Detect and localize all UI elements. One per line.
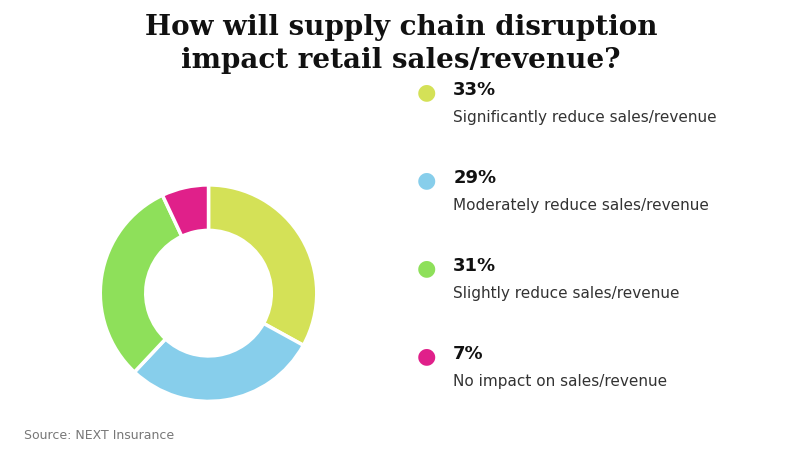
Text: 29%: 29% (453, 169, 496, 187)
Wedge shape (209, 185, 317, 345)
Text: 31%: 31% (453, 257, 496, 275)
Text: 7%: 7% (453, 345, 484, 363)
Text: ●: ● (417, 83, 436, 102)
Text: Significantly reduce sales/revenue: Significantly reduce sales/revenue (453, 110, 717, 125)
Text: How will supply chain disruption
impact retail sales/revenue?: How will supply chain disruption impact … (144, 14, 658, 74)
Text: ●: ● (417, 258, 436, 278)
Wedge shape (163, 185, 209, 236)
Text: Source: NEXT Insurance: Source: NEXT Insurance (24, 429, 174, 442)
Text: ●: ● (417, 346, 436, 366)
Wedge shape (135, 323, 303, 401)
Text: Slightly reduce sales/revenue: Slightly reduce sales/revenue (453, 286, 679, 301)
Text: No impact on sales/revenue: No impact on sales/revenue (453, 374, 667, 389)
Text: 33%: 33% (453, 81, 496, 99)
Text: Moderately reduce sales/revenue: Moderately reduce sales/revenue (453, 198, 709, 213)
Wedge shape (100, 195, 182, 372)
Text: ●: ● (417, 170, 436, 190)
